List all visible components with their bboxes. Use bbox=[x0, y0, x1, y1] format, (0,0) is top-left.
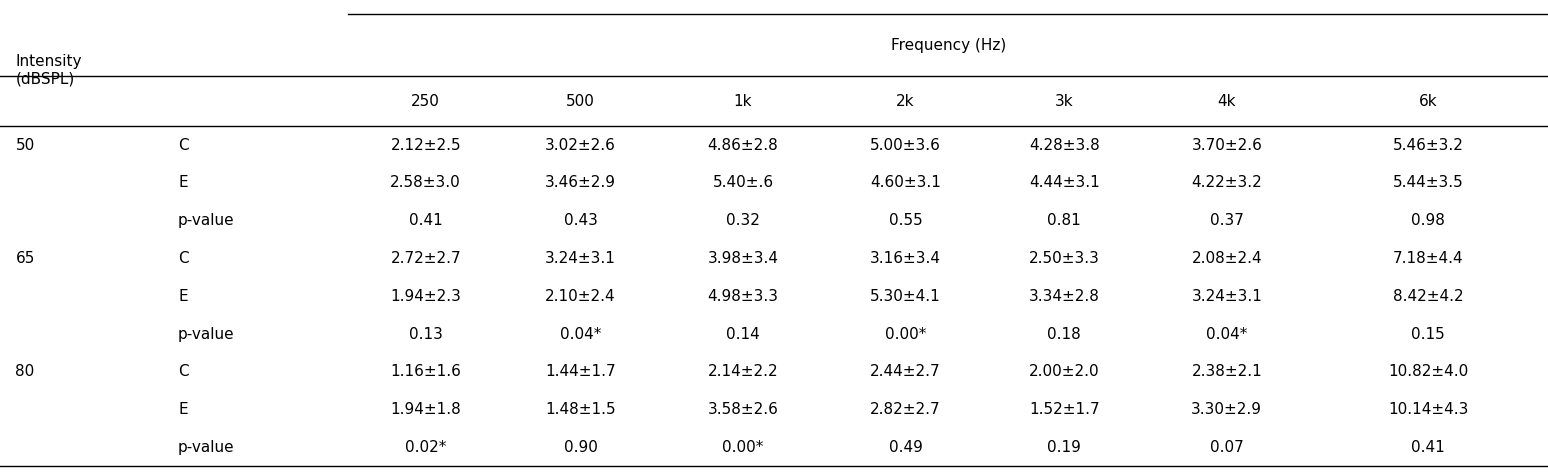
Text: E: E bbox=[178, 402, 187, 417]
Text: p-value: p-value bbox=[178, 440, 235, 455]
Text: 1.52±1.7: 1.52±1.7 bbox=[1029, 402, 1099, 417]
Text: 1.44±1.7: 1.44±1.7 bbox=[545, 365, 616, 379]
Text: 2.58±3.0: 2.58±3.0 bbox=[390, 175, 461, 190]
Text: 0.04*: 0.04* bbox=[1206, 327, 1248, 342]
Text: 0.98: 0.98 bbox=[1412, 213, 1444, 228]
Text: 4.98±3.3: 4.98±3.3 bbox=[707, 289, 779, 304]
Text: 2.10±2.4: 2.10±2.4 bbox=[545, 289, 616, 304]
Text: 7.18±4.4: 7.18±4.4 bbox=[1393, 251, 1463, 266]
Text: 2.50±3.3: 2.50±3.3 bbox=[1029, 251, 1099, 266]
Text: 4.28±3.8: 4.28±3.8 bbox=[1029, 138, 1099, 152]
Text: 3.34±2.8: 3.34±2.8 bbox=[1029, 289, 1099, 304]
Text: 0.04*: 0.04* bbox=[560, 327, 601, 342]
Text: E: E bbox=[178, 289, 187, 304]
Text: 65: 65 bbox=[15, 251, 36, 266]
Text: 5.00±3.6: 5.00±3.6 bbox=[870, 138, 941, 152]
Text: 2.82±2.7: 2.82±2.7 bbox=[870, 402, 941, 417]
Text: 0.43: 0.43 bbox=[563, 213, 598, 228]
Text: 0.19: 0.19 bbox=[1048, 440, 1081, 455]
Text: 10.14±4.3: 10.14±4.3 bbox=[1389, 402, 1468, 417]
Text: 0.32: 0.32 bbox=[726, 213, 760, 228]
Text: 10.82±4.0: 10.82±4.0 bbox=[1389, 365, 1468, 379]
Text: 0.02*: 0.02* bbox=[406, 440, 446, 455]
Text: 0.49: 0.49 bbox=[889, 440, 923, 455]
Text: 0.00*: 0.00* bbox=[723, 440, 763, 455]
Text: 80: 80 bbox=[15, 365, 34, 379]
Text: 0.41: 0.41 bbox=[409, 213, 443, 228]
Text: 8.42±4.2: 8.42±4.2 bbox=[1393, 289, 1463, 304]
Text: 3.24±3.1: 3.24±3.1 bbox=[545, 251, 616, 266]
Text: 0.00*: 0.00* bbox=[885, 327, 926, 342]
Text: 5.40±.6: 5.40±.6 bbox=[712, 175, 774, 190]
Text: 0.90: 0.90 bbox=[563, 440, 598, 455]
Text: 0.13: 0.13 bbox=[409, 327, 443, 342]
Text: 3.02±2.6: 3.02±2.6 bbox=[545, 138, 616, 152]
Text: 50: 50 bbox=[15, 138, 34, 152]
Text: C: C bbox=[178, 251, 189, 266]
Text: 3.24±3.1: 3.24±3.1 bbox=[1192, 289, 1262, 304]
Text: 1.94±1.8: 1.94±1.8 bbox=[390, 402, 461, 417]
Text: 3.30±2.9: 3.30±2.9 bbox=[1192, 402, 1262, 417]
Text: 500: 500 bbox=[567, 94, 594, 109]
Text: 0.18: 0.18 bbox=[1048, 327, 1081, 342]
Text: 0.37: 0.37 bbox=[1211, 213, 1243, 228]
Text: 1.48±1.5: 1.48±1.5 bbox=[545, 402, 616, 417]
Text: 5.30±4.1: 5.30±4.1 bbox=[870, 289, 941, 304]
Text: 3k: 3k bbox=[1054, 94, 1074, 109]
Text: 2.72±2.7: 2.72±2.7 bbox=[390, 251, 461, 266]
Text: 4.60±3.1: 4.60±3.1 bbox=[870, 175, 941, 190]
Text: C: C bbox=[178, 138, 189, 152]
Text: 4.86±2.8: 4.86±2.8 bbox=[707, 138, 779, 152]
Text: p-value: p-value bbox=[178, 213, 235, 228]
Text: 2.44±2.7: 2.44±2.7 bbox=[870, 365, 941, 379]
Text: 3.46±2.9: 3.46±2.9 bbox=[545, 175, 616, 190]
Text: 4.44±3.1: 4.44±3.1 bbox=[1029, 175, 1099, 190]
Text: 4.22±3.2: 4.22±3.2 bbox=[1192, 175, 1262, 190]
Text: 0.81: 0.81 bbox=[1048, 213, 1081, 228]
Text: 0.14: 0.14 bbox=[726, 327, 760, 342]
Text: E: E bbox=[178, 175, 187, 190]
Text: p-value: p-value bbox=[178, 327, 235, 342]
Text: 0.55: 0.55 bbox=[889, 213, 923, 228]
Text: 3.98±3.4: 3.98±3.4 bbox=[707, 251, 779, 266]
Text: 250: 250 bbox=[412, 94, 440, 109]
Text: 2.08±2.4: 2.08±2.4 bbox=[1192, 251, 1262, 266]
Text: 5.44±3.5: 5.44±3.5 bbox=[1393, 175, 1463, 190]
Text: 3.70±2.6: 3.70±2.6 bbox=[1192, 138, 1262, 152]
Text: 2k: 2k bbox=[896, 94, 915, 109]
Text: 0.41: 0.41 bbox=[1412, 440, 1444, 455]
Text: 4k: 4k bbox=[1218, 94, 1235, 109]
Text: 3.58±2.6: 3.58±2.6 bbox=[707, 402, 779, 417]
Text: 2.38±2.1: 2.38±2.1 bbox=[1192, 365, 1262, 379]
Text: 1k: 1k bbox=[734, 94, 752, 109]
Text: 5.46±3.2: 5.46±3.2 bbox=[1393, 138, 1463, 152]
Text: 0.15: 0.15 bbox=[1412, 327, 1444, 342]
Text: Frequency (Hz): Frequency (Hz) bbox=[890, 38, 1006, 53]
Text: 0.07: 0.07 bbox=[1211, 440, 1243, 455]
Text: 3.16±3.4: 3.16±3.4 bbox=[870, 251, 941, 266]
Text: 2.12±2.5: 2.12±2.5 bbox=[390, 138, 461, 152]
Text: 1.94±2.3: 1.94±2.3 bbox=[390, 289, 461, 304]
Text: 2.00±2.0: 2.00±2.0 bbox=[1029, 365, 1099, 379]
Text: C: C bbox=[178, 365, 189, 379]
Text: 6k: 6k bbox=[1418, 94, 1438, 109]
Text: 2.14±2.2: 2.14±2.2 bbox=[707, 365, 779, 379]
Text: Intensity
(dBSPL): Intensity (dBSPL) bbox=[15, 54, 82, 87]
Text: 1.16±1.6: 1.16±1.6 bbox=[390, 365, 461, 379]
